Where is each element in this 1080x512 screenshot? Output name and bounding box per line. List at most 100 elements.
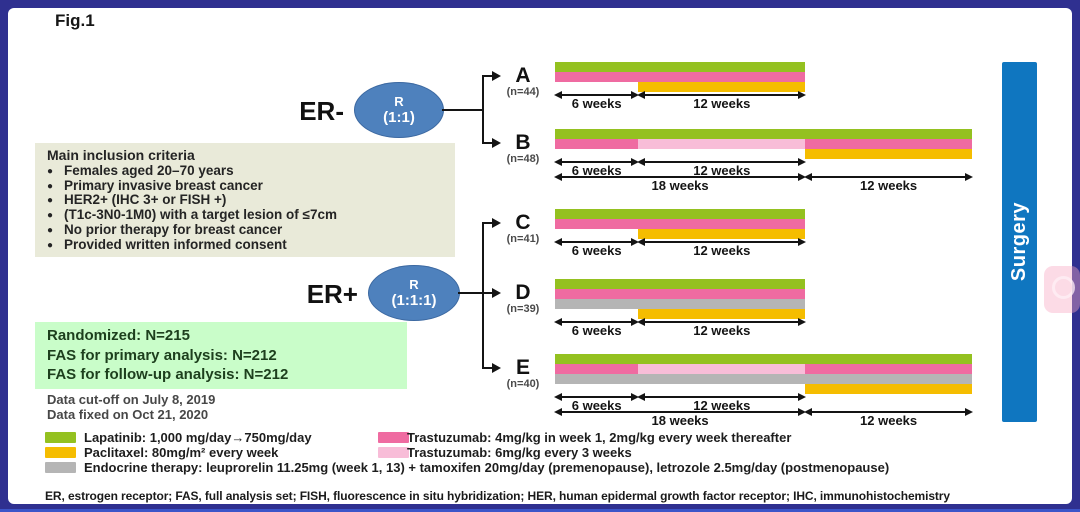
arm-letter-C: C xyxy=(515,211,531,234)
span-arrow-line xyxy=(561,321,633,323)
span-arrowhead-right xyxy=(631,318,640,326)
arm-C-trastuzumab-weekly-bar xyxy=(555,219,806,229)
span-arrowhead-left xyxy=(554,158,562,166)
arm-n-count-E: (n=40) xyxy=(506,378,540,390)
inclusion-item: Provided written informed consent xyxy=(47,237,445,253)
arm-A-duration-span: 6 weeks xyxy=(554,91,640,111)
span-duration-label: 6 weeks xyxy=(571,398,622,413)
legend-label: Endocrine therapy: leuprorelin 11.25mg (… xyxy=(84,460,890,475)
arm-letter-B: B xyxy=(515,131,531,154)
branch-arrowhead-A xyxy=(492,71,501,81)
surgery-bar: Surgery xyxy=(1002,62,1037,422)
arm-B-duration-span: 6 weeks xyxy=(554,158,640,178)
camera-watermark-icon xyxy=(1044,266,1080,313)
span-arrowhead-left xyxy=(554,91,562,99)
arm-n-count-A: (n=44) xyxy=(506,86,540,98)
data-note-line: Data fixed on Oct 21, 2020 xyxy=(47,407,209,422)
span-arrowhead-right xyxy=(798,158,807,166)
arm-E-duration-span: 12 weeks xyxy=(637,393,807,413)
branch-line-A xyxy=(482,75,493,77)
arm-D-duration-span: 6 weeks xyxy=(554,318,640,338)
er-positive-randomization-ellipse: R (1:1:1) xyxy=(368,265,460,321)
span-duration-label: 6 weeks xyxy=(571,323,622,338)
arm-B-duration-span: 18 weeks xyxy=(554,173,807,193)
inclusion-criteria-box: Main inclusion criteria Females aged 20–… xyxy=(35,143,455,257)
span-arrow-line xyxy=(561,94,633,96)
arm-E-endocrine-therapy-bar xyxy=(555,374,972,384)
span-arrow-line xyxy=(644,161,800,163)
er-negative-label: ER- xyxy=(299,96,344,126)
arm-C-paclitaxel-bar xyxy=(638,229,806,239)
arm-A-trastuzumab-weekly-bar xyxy=(555,72,806,82)
branch-line-D xyxy=(482,292,493,294)
arm-n-count-B: (n=48) xyxy=(506,153,540,165)
span-duration-label: 12 weeks xyxy=(693,323,751,338)
randomization-ratio-label: (1:1) xyxy=(383,108,415,126)
branch-arrowhead-D xyxy=(492,288,501,298)
arm-E-trastuzumab-bar xyxy=(805,364,972,374)
abbreviations-footnote: ER, estrogen receptor; FAS, full analysi… xyxy=(45,489,950,503)
arm-B-trastuzumab-bar xyxy=(555,139,639,149)
inclusion-criteria-title: Main inclusion criteria xyxy=(47,147,195,163)
randomization-r-label: R xyxy=(409,276,419,292)
legend-label: Lapatinib: 1,000 mg/day→750mg/day xyxy=(84,430,312,445)
arm-E-trastuzumab-bar xyxy=(638,364,806,374)
arm-E-paclitaxel-bar xyxy=(805,384,972,394)
legend-swatch-lightpink xyxy=(378,447,409,458)
branch-line-E xyxy=(482,367,493,369)
randomization-summary-box: Randomized: N=215 FAS for primary analysi… xyxy=(35,322,407,389)
arm-E-duration-span: 12 weeks xyxy=(804,408,973,428)
arm-D-endocrine-therapy-bar xyxy=(555,299,806,309)
arm-B-duration-span: 12 weeks xyxy=(804,173,973,193)
span-arrowhead-right xyxy=(798,318,807,326)
span-arrowhead-right xyxy=(798,393,807,401)
arm-n-count-C: (n=41) xyxy=(506,233,540,245)
span-arrowhead-left xyxy=(637,91,646,99)
arm-A-lapatinib-bar xyxy=(555,62,806,72)
randomization-summary-line: FAS for primary analysis: N=212 xyxy=(47,346,277,364)
branch-line-C xyxy=(482,222,493,224)
arm-B-paclitaxel-bar xyxy=(805,149,972,159)
span-arrowhead-left xyxy=(554,173,562,181)
span-arrowhead-right xyxy=(964,408,973,416)
span-arrowhead-left xyxy=(804,173,813,181)
inclusion-item: (T1c-3N0-1M0) with a target lesion of ≤7… xyxy=(47,207,445,223)
span-arrowhead-left xyxy=(554,238,562,246)
span-arrow-line xyxy=(561,161,633,163)
span-arrow-line xyxy=(644,396,800,398)
er-positive-connector-line xyxy=(458,292,483,294)
span-arrowhead-left xyxy=(554,393,562,401)
span-duration-label: 6 weeks xyxy=(571,96,622,111)
arm-D-lapatinib-bar xyxy=(555,279,806,289)
span-arrowhead-right xyxy=(631,158,640,166)
arm-E-lapatinib-bar xyxy=(555,354,972,364)
arm-D-trastuzumab-weekly-bar xyxy=(555,289,806,299)
span-arrowhead-right xyxy=(631,393,640,401)
span-duration-label: 18 weeks xyxy=(651,178,709,193)
span-duration-label: 12 weeks xyxy=(693,243,751,258)
branch-arrowhead-E xyxy=(492,363,501,373)
branch-line-B xyxy=(482,142,493,144)
figure-number-label: Fig.1 xyxy=(55,11,95,30)
legend-label: Paclitaxel: 80mg/m² every week xyxy=(84,445,279,460)
span-arrowhead-right xyxy=(798,408,807,416)
span-arrowhead-left xyxy=(637,238,646,246)
arm-letter-D: D xyxy=(515,281,531,304)
arm-D-duration-span: 12 weeks xyxy=(637,318,807,338)
span-arrowhead-right xyxy=(798,91,807,99)
legend-label: Trastuzumab: 6mg/kg every 3 weeks xyxy=(407,445,632,460)
arm-letter-E: E xyxy=(515,356,530,379)
span-arrow-line xyxy=(644,321,800,323)
span-arrow-line xyxy=(644,241,800,243)
arm-C-lapatinib-bar xyxy=(555,209,806,219)
span-arrowhead-left xyxy=(804,408,813,416)
span-duration-label: 6 weeks xyxy=(571,243,622,258)
span-duration-label: 12 weeks xyxy=(693,96,751,111)
span-arrowhead-left xyxy=(637,158,646,166)
inclusion-item: No prior therapy for breast cancer xyxy=(47,222,445,238)
branch-arrowhead-B xyxy=(492,138,501,148)
bracket-ER- xyxy=(482,75,484,144)
randomization-summary-line: FAS for follow-up analysis: N=212 xyxy=(47,366,289,383)
span-arrow-line xyxy=(561,241,633,243)
